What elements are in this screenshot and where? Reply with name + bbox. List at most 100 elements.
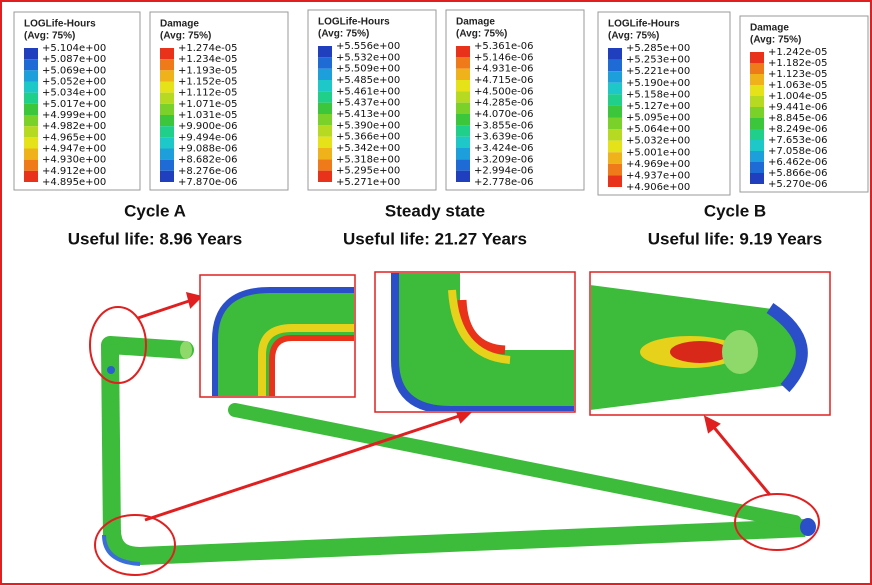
legend-swatch xyxy=(608,106,622,118)
legend-swatch xyxy=(456,46,470,57)
legend-value: +5.413e+00 xyxy=(336,109,400,120)
legend-value: +2.778e-06 xyxy=(474,177,534,188)
legend-swatch xyxy=(160,149,174,160)
legend-swatch xyxy=(456,69,470,80)
legend-value: +4.965e+00 xyxy=(42,132,106,143)
pipe xyxy=(110,345,112,540)
legend-value: +8.249e-06 xyxy=(768,124,828,135)
caption: Cycle A xyxy=(124,201,186,220)
legend-value: +9.441e-06 xyxy=(768,102,828,113)
legend-value: +8.845e-06 xyxy=(768,113,828,124)
legend-subtitle: (Avg: 75%) xyxy=(160,31,211,42)
legend-subtitle: (Avg: 75%) xyxy=(456,29,507,40)
legend-swatch xyxy=(456,159,470,170)
legend-value: +5.001e+00 xyxy=(626,147,690,158)
legend-swatch xyxy=(456,114,470,125)
legend-swatch xyxy=(608,94,622,106)
legend-value: +4.715e-06 xyxy=(474,75,534,86)
legend-swatch xyxy=(750,118,764,129)
legend-subtitle: (Avg: 75%) xyxy=(24,31,75,42)
legend-subtitle: (Avg: 75%) xyxy=(750,35,801,46)
legend-swatch xyxy=(24,59,38,70)
legend-title: LOGLife-Hours xyxy=(24,19,96,30)
legend-value: +5.485e+00 xyxy=(336,75,400,86)
legend-value: +4.906e+00 xyxy=(626,182,690,193)
legend-swatch xyxy=(608,129,622,141)
legend-value: +1.274e-05 xyxy=(178,43,238,54)
pipe xyxy=(112,528,805,556)
legend-swatch xyxy=(750,52,764,63)
legend-subtitle: (Avg: 75%) xyxy=(318,29,369,40)
legend-value: +5.087e+00 xyxy=(42,54,106,65)
legend-swatch xyxy=(318,80,332,91)
legends: LOGLife-Hours(Avg: 75%)+5.104e+00+5.087e… xyxy=(14,10,868,248)
legend-value: +8.276e-06 xyxy=(178,166,238,177)
legend-value: +5.361e-06 xyxy=(474,41,534,52)
figure: LOGLife-Hours(Avg: 75%)+5.104e+00+5.087e… xyxy=(0,0,872,585)
legend-value: +5.064e+00 xyxy=(626,124,690,135)
legend-swatch xyxy=(24,149,38,160)
model xyxy=(90,270,830,575)
legend-swatch xyxy=(456,91,470,102)
legend-swatch xyxy=(318,69,332,80)
legend-value: +4.930e+00 xyxy=(42,155,106,166)
legend-swatch xyxy=(318,171,332,182)
pipe-end xyxy=(800,518,816,536)
legend-value: +5.095e+00 xyxy=(626,113,690,124)
legend-swatch xyxy=(160,48,174,59)
legend-subtitle: (Avg: 75%) xyxy=(608,31,659,42)
legend-swatch xyxy=(24,171,38,182)
legend-swatch xyxy=(24,126,38,137)
legend-swatch xyxy=(750,140,764,151)
legend-value: +5.190e+00 xyxy=(626,78,690,89)
legend-value: +5.069e+00 xyxy=(42,65,106,76)
legend-value: +5.295e+00 xyxy=(336,166,400,177)
legend-swatch xyxy=(608,141,622,153)
legend-value: +4.969e+00 xyxy=(626,159,690,170)
legend-swatch xyxy=(750,173,764,184)
useful-life: Useful life: 21.27 Years xyxy=(343,229,527,248)
legend-value: +3.855e-06 xyxy=(474,120,534,131)
legend-swatch xyxy=(24,70,38,81)
legend-swatch xyxy=(318,91,332,102)
legend-value: +4.982e+00 xyxy=(42,121,106,132)
legend-value: +1.112e-05 xyxy=(178,88,238,99)
legend-swatch xyxy=(24,93,38,104)
legend-value: +1.182e-05 xyxy=(768,58,828,69)
legend-value: +5.866e-06 xyxy=(768,168,828,179)
legend-swatch xyxy=(750,129,764,140)
legend-swatch xyxy=(608,83,622,95)
legend-swatch xyxy=(456,57,470,68)
legend-swatch xyxy=(160,104,174,115)
legend-swatch xyxy=(24,82,38,93)
legend-swatch xyxy=(608,164,622,176)
legend-swatch xyxy=(160,137,174,148)
legend-swatch xyxy=(160,93,174,104)
legend-value: +1.071e-05 xyxy=(178,99,238,110)
legend-value: +5.437e+00 xyxy=(336,98,400,109)
legend-value: +1.242e-05 xyxy=(768,47,828,58)
useful-life: Useful life: 9.19 Years xyxy=(648,229,823,248)
legend-value: +7.653e-06 xyxy=(768,135,828,146)
spot xyxy=(107,366,115,374)
legend-value: +2.994e-06 xyxy=(474,166,534,177)
legend-title: Damage xyxy=(750,23,789,34)
legend-swatch xyxy=(318,137,332,148)
legend-value: +1.004e-05 xyxy=(768,91,828,102)
legend-value: +7.058e-06 xyxy=(768,146,828,157)
legend-swatch xyxy=(160,59,174,70)
caption: Steady state xyxy=(385,201,485,220)
legend-swatch xyxy=(318,57,332,68)
legend-value: +5.390e+00 xyxy=(336,120,400,131)
legend-swatch xyxy=(608,152,622,164)
legend-value: +1.123e-05 xyxy=(768,69,828,80)
legend-value: +4.937e+00 xyxy=(626,170,690,181)
pipe-end xyxy=(180,341,192,359)
legend-swatch xyxy=(318,148,332,159)
legend-value: +1.234e-05 xyxy=(178,54,238,65)
legend-value: +5.285e+00 xyxy=(626,43,690,54)
legend-value: +5.366e+00 xyxy=(336,132,400,143)
legend-value: +5.342e+00 xyxy=(336,143,400,154)
legend-swatch xyxy=(750,74,764,85)
legend-value: +4.912e+00 xyxy=(42,166,106,177)
